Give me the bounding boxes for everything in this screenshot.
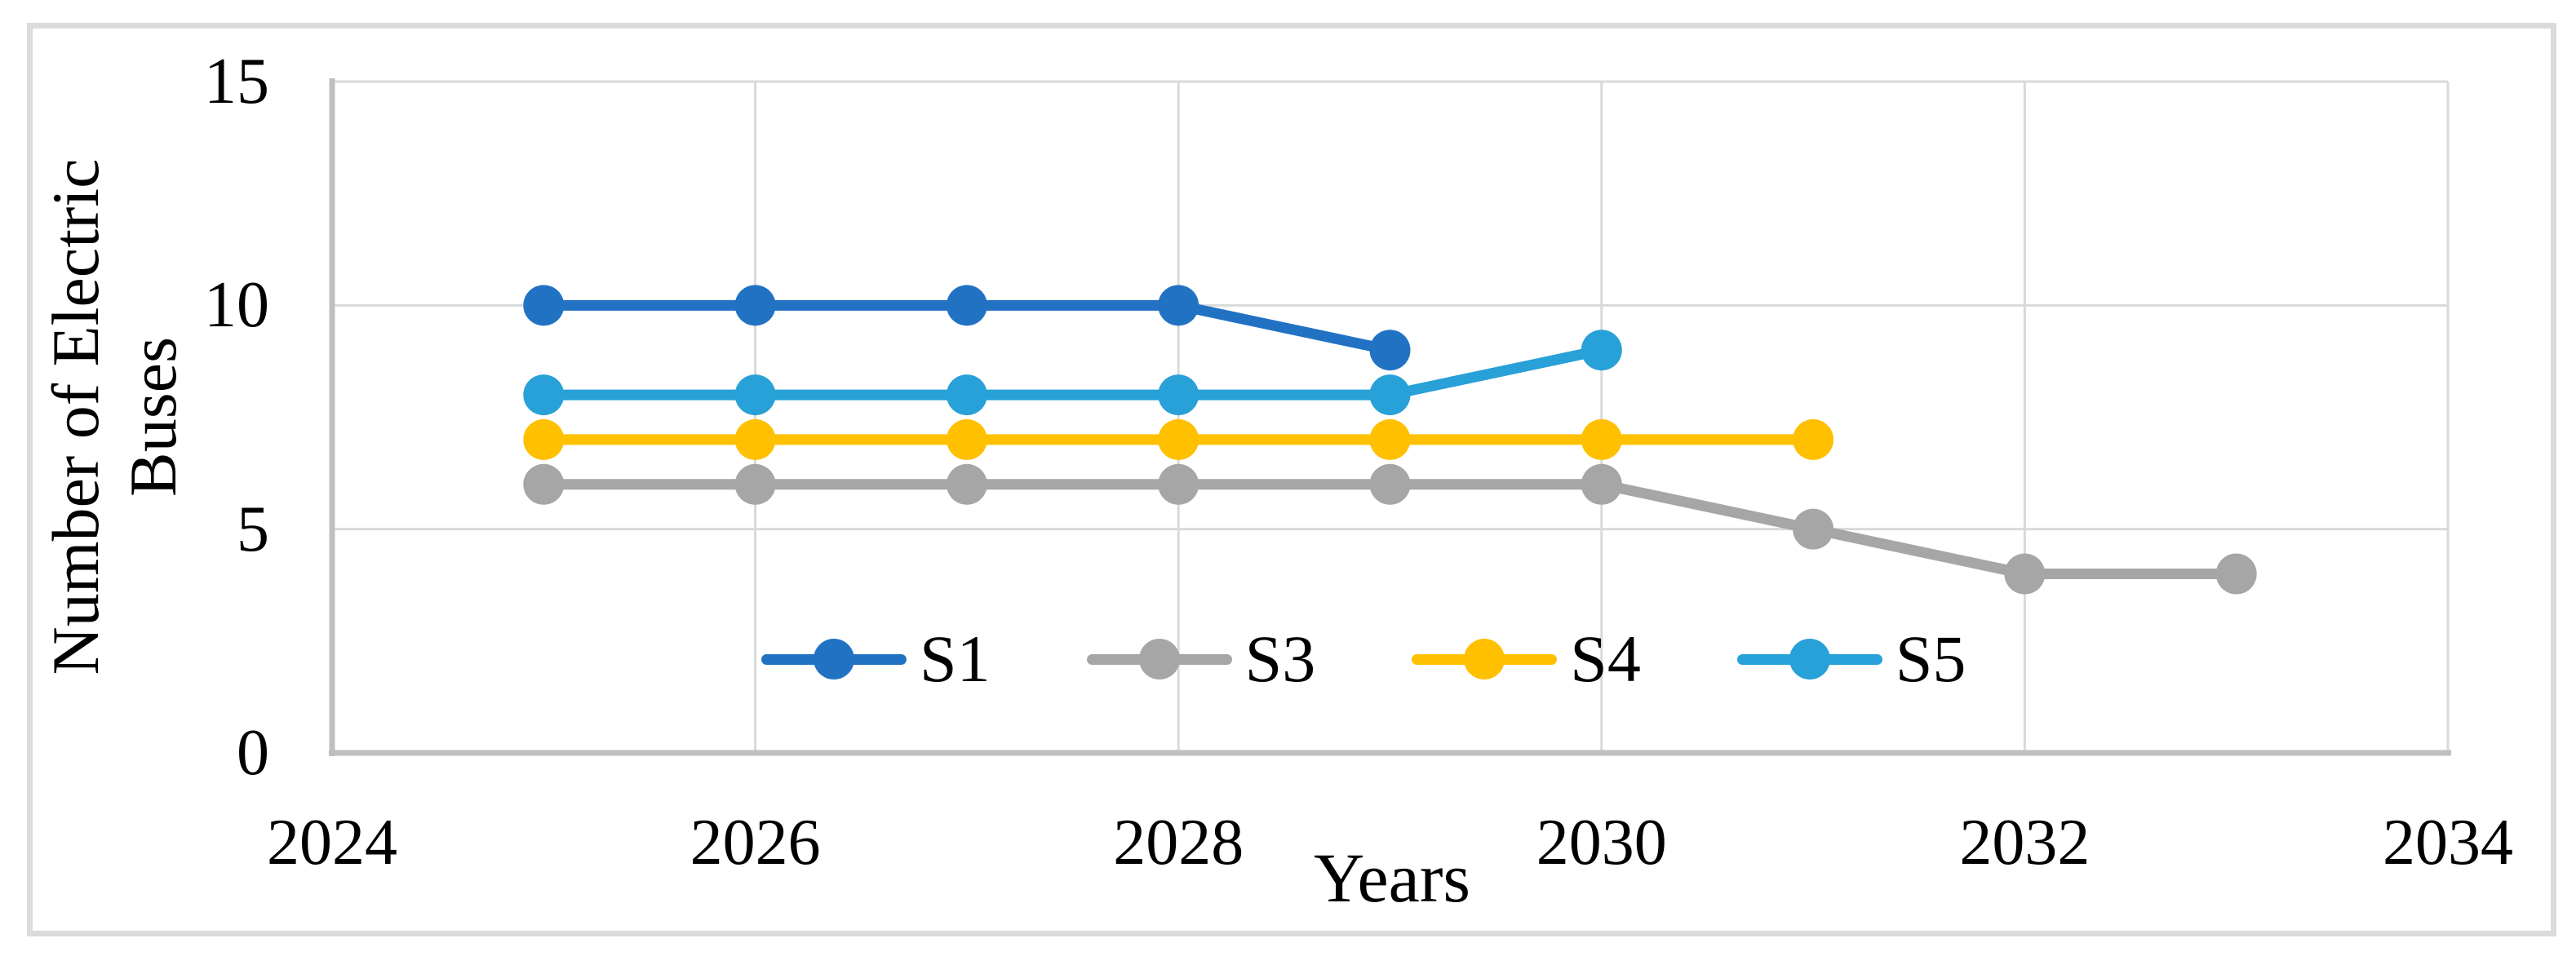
legend-line-S4	[1412, 639, 1558, 679]
legend-marker-icon-S3	[1138, 639, 1180, 679]
series-S4-marker-2025	[523, 418, 565, 460]
series-S5-marker-2029	[1369, 374, 1411, 416]
series-S3-marker-2030	[1581, 463, 1622, 505]
series-S3-marker-2028	[1158, 463, 1199, 505]
x-tick-label-2028: 2028	[1113, 807, 1244, 879]
y-axis-title: Number of Electric Buses	[38, 158, 190, 675]
series-S3-marker-2027	[946, 463, 987, 505]
legend-label-S5: S5	[1895, 622, 1966, 696]
series-S4-marker-2029	[1369, 418, 1411, 460]
series-S4-marker-2026	[734, 418, 776, 460]
legend-entry-S5: S5	[1736, 622, 1966, 696]
legend-marker-icon-S1	[814, 639, 854, 679]
x-tick-label-2030: 2030	[1536, 807, 1667, 879]
series-S3-marker-2033	[2215, 553, 2257, 595]
series-S1-marker-2025	[523, 285, 565, 326]
series-S4-marker-2028	[1158, 418, 1199, 460]
x-tick-label-2024: 2024	[267, 807, 397, 879]
legend-label-S3: S3	[1244, 622, 1316, 696]
series-S3-marker-2029	[1369, 463, 1411, 505]
y-tick-label-15: 15	[204, 46, 269, 117]
series-S5-marker-2026	[734, 374, 776, 416]
legend-label-S4: S4	[1570, 622, 1641, 696]
series-S4-marker-2030	[1581, 418, 1622, 460]
series-S5-marker-2027	[946, 374, 987, 416]
series-S3-marker-2031	[1793, 508, 1834, 550]
series-S4-marker-2031	[1793, 418, 1834, 460]
x-axis-title: Years	[1314, 839, 1470, 917]
series-S1-marker-2027	[946, 285, 987, 326]
legend-label-S1: S1	[920, 622, 991, 696]
y-tick-label-10: 10	[204, 269, 269, 342]
legend-line-S5	[1736, 639, 1882, 679]
series-S5-marker-2028	[1158, 374, 1199, 416]
chart-legend: S1 S3 S4 S5	[761, 622, 1966, 696]
x-tick-label-2032: 2032	[1959, 807, 2091, 879]
x-tick-label-2026: 2026	[689, 807, 821, 879]
series-S3-marker-2032	[2004, 553, 2046, 595]
legend-marker-icon-S4	[1464, 639, 1505, 679]
legend-entry-S4: S4	[1412, 622, 1641, 696]
legend-entry-S1: S1	[761, 622, 991, 696]
y-tick-label-5: 5	[237, 493, 269, 565]
series-S4-marker-2027	[946, 418, 987, 460]
legend-entry-S3: S3	[1086, 622, 1316, 696]
legend-line-S1	[761, 639, 907, 679]
series-S3-marker-2026	[734, 463, 776, 505]
series-S5-line	[538, 344, 1607, 401]
legend-marker-icon-S5	[1789, 639, 1830, 679]
x-tick-label-2034: 2034	[2383, 807, 2513, 879]
series-S3-marker-2025	[523, 463, 565, 505]
y-tick-label-0: 0	[237, 717, 269, 789]
series-S1-marker-2026	[734, 285, 776, 326]
series-S5-marker-2025	[523, 374, 565, 416]
series-S5-marker-2030	[1581, 330, 1622, 371]
series-S1-marker-2029	[1369, 330, 1411, 371]
series-S1-marker-2028	[1158, 285, 1199, 326]
legend-line-S3	[1086, 639, 1232, 679]
figure-border	[27, 23, 2556, 936]
